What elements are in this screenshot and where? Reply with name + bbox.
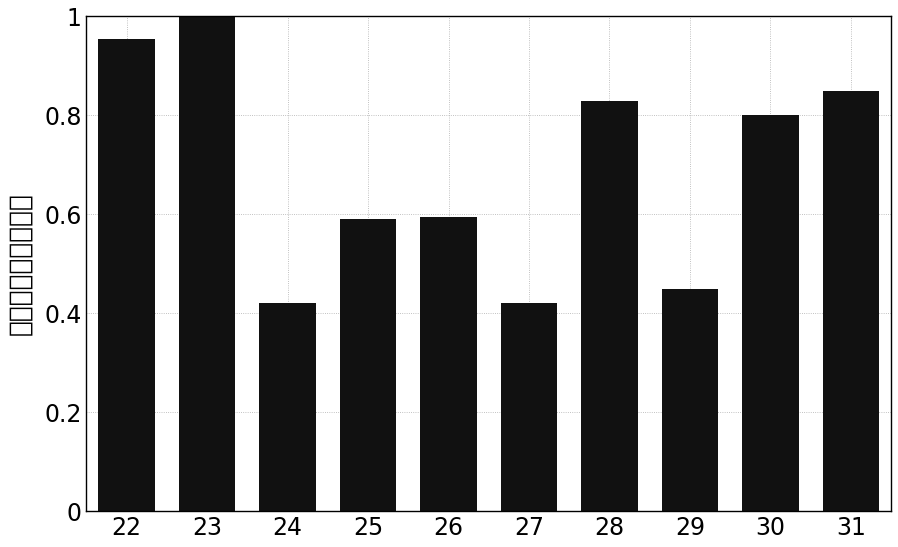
Bar [662,289,718,511]
Bar [99,39,154,511]
Bar [179,16,235,511]
Bar [339,219,396,511]
Bar [581,101,638,511]
Bar [823,91,879,511]
Bar [743,115,798,511]
Bar [501,304,557,511]
Y-axis label: 归一化累积特征应力: 归一化累积特征应力 [7,193,33,335]
Bar [260,304,316,511]
Bar [420,217,477,511]
